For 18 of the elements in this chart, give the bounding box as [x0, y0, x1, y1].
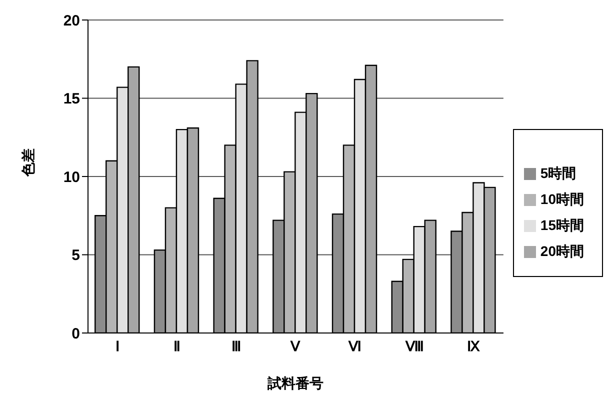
x-tick-label: Ⅴ	[290, 340, 301, 355]
x-tick-label: Ⅵ	[348, 340, 362, 355]
legend-label: 20時間	[540, 243, 584, 259]
y-tick-label: 20	[63, 12, 80, 30]
x-tick-label: Ⅱ	[174, 340, 181, 355]
x-tick-label: Ⅷ	[404, 340, 424, 355]
x-tick-label: Ⅸ	[467, 340, 480, 355]
y-axis-title: 色差	[20, 148, 36, 178]
x-tick-label: Ⅲ	[231, 340, 242, 355]
legend-label: 5時間	[540, 165, 576, 181]
y-tick-label: 5	[72, 247, 80, 264]
y-tick-label: 10	[63, 168, 80, 186]
y-tick-label: 15	[63, 90, 80, 108]
legend-label: 15時間	[540, 217, 584, 233]
x-axis-title: 試料番号	[266, 375, 324, 391]
legend-label: 10時間	[540, 191, 584, 207]
x-tick-label: Ⅰ	[116, 340, 120, 355]
y-tick-label: 0	[72, 325, 80, 342]
